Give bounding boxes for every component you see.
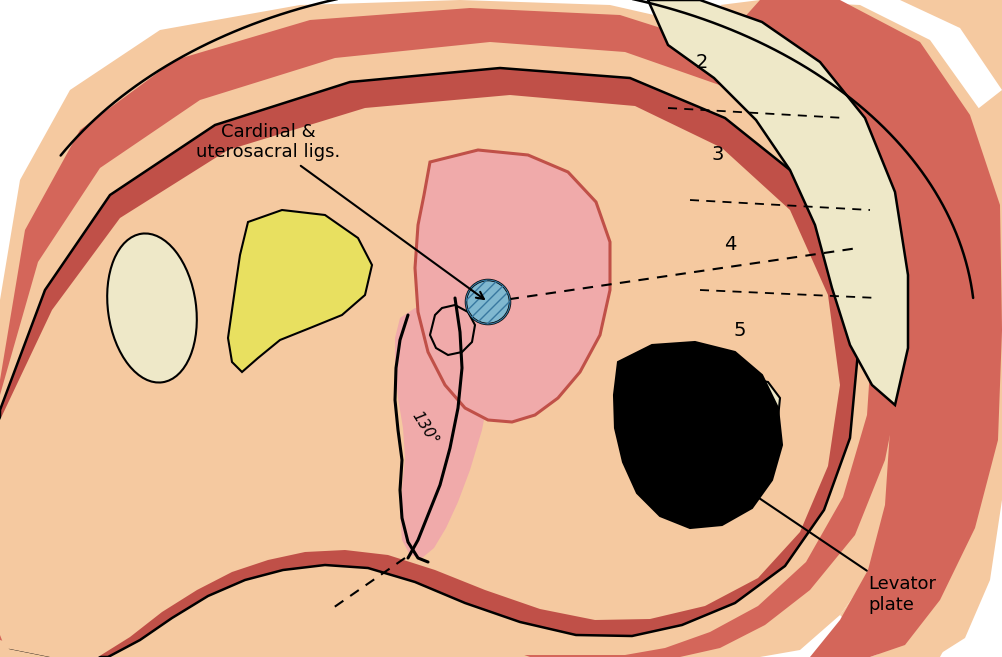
Polygon shape xyxy=(720,0,1002,657)
Polygon shape xyxy=(706,0,1002,657)
Text: Cardinal &
uterosacral ligs.: Cardinal & uterosacral ligs. xyxy=(195,123,484,299)
Text: 5: 5 xyxy=(733,321,746,340)
Circle shape xyxy=(466,280,510,324)
Polygon shape xyxy=(614,342,782,528)
Text: 130°: 130° xyxy=(409,409,441,447)
Polygon shape xyxy=(228,210,372,372)
Ellipse shape xyxy=(107,233,196,382)
Text: 4: 4 xyxy=(723,235,736,254)
Polygon shape xyxy=(870,90,1002,657)
Polygon shape xyxy=(0,42,873,657)
Polygon shape xyxy=(722,378,780,428)
Text: Levator
plate: Levator plate xyxy=(714,468,936,614)
Polygon shape xyxy=(0,68,858,657)
Polygon shape xyxy=(395,298,492,558)
Polygon shape xyxy=(0,95,840,657)
Polygon shape xyxy=(900,0,1002,90)
Polygon shape xyxy=(0,8,902,657)
Polygon shape xyxy=(415,150,610,422)
Text: 3: 3 xyxy=(711,145,724,164)
Polygon shape xyxy=(0,0,930,657)
Polygon shape xyxy=(648,0,908,405)
Text: 2: 2 xyxy=(695,53,708,72)
Polygon shape xyxy=(430,305,475,355)
